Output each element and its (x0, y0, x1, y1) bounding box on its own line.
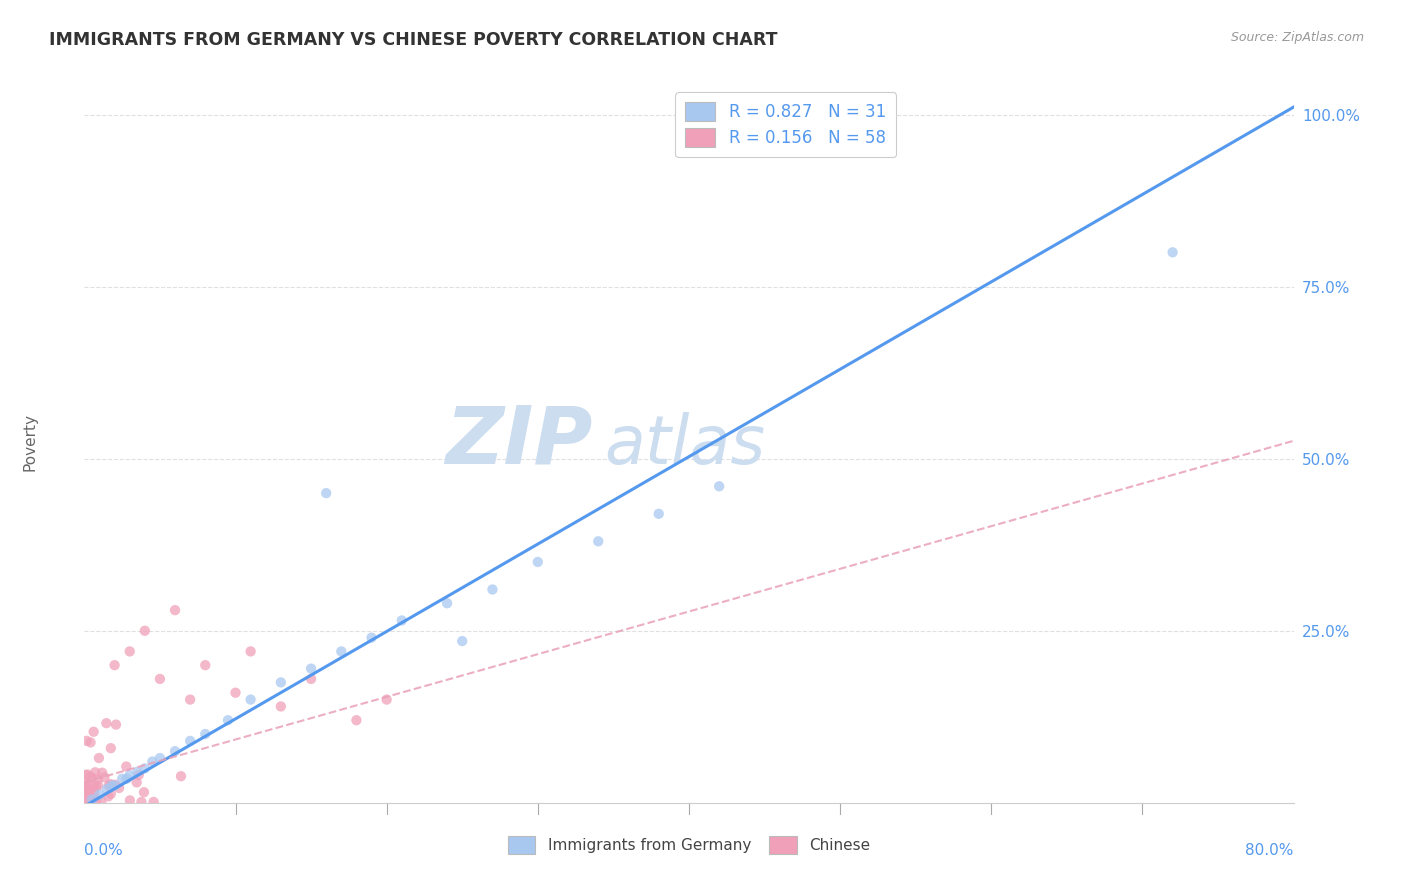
Text: Source: ZipAtlas.com: Source: ZipAtlas.com (1230, 31, 1364, 45)
Point (76, 779, 98, 793)
Text: 0.0%: 0.0% (84, 843, 124, 857)
Point (315, 486, 337, 500)
Point (83, 724, 105, 739)
Point (75, 768, 97, 782)
Point (451, 634, 474, 648)
Point (93, 770, 115, 784)
Point (527, 555, 550, 569)
Point (86, 792, 108, 806)
Text: Poverty: Poverty (22, 412, 38, 471)
Point (375, 692, 398, 706)
Text: IMMIGRANTS FROM GERMANY VS CHINESE POVERTY CORRELATION CHART: IMMIGRANTS FROM GERMANY VS CHINESE POVER… (49, 31, 778, 49)
Point (115, 759, 138, 773)
Text: 80.0%: 80.0% (1246, 843, 1294, 857)
Point (709, 479, 731, 493)
Point (80, 792, 103, 806)
Point (100, 779, 122, 793)
Point (77, 785, 100, 799)
Point (170, 769, 193, 783)
Point (83, 786, 105, 800)
Point (436, 596, 458, 610)
Point (179, 734, 201, 748)
Point (115, 772, 138, 786)
Point (100, 741, 122, 756)
Point (165, 603, 187, 617)
Point (76, 780, 98, 795)
Point (84, 765, 107, 780)
Point (134, 624, 156, 638)
Point (80, 794, 103, 808)
Point (80, 770, 103, 784)
Legend: Immigrants from Germany, Chinese: Immigrants from Germany, Chinese (502, 830, 876, 860)
Point (87, 772, 110, 787)
Point (270, 675, 292, 690)
Point (84, 780, 107, 794)
Point (108, 780, 131, 795)
Point (299, 672, 322, 686)
Text: atlas: atlas (605, 412, 765, 478)
Point (104, 779, 127, 793)
Point (132, 785, 155, 799)
Point (131, 795, 153, 809)
Point (128, 768, 150, 782)
Point (142, 795, 165, 809)
Point (1161, 245, 1184, 260)
Point (118, 768, 141, 782)
Point (270, 699, 292, 714)
Point (118, 644, 141, 658)
Point (75, 794, 97, 808)
Point (79, 735, 101, 749)
Point (346, 713, 368, 727)
Point (149, 751, 172, 765)
Point (239, 644, 262, 658)
Point (87, 779, 110, 793)
Point (179, 692, 201, 706)
Point (194, 727, 217, 741)
Point (80, 771, 103, 785)
Point (360, 631, 382, 645)
Point (165, 744, 187, 758)
Point (75, 776, 97, 790)
Point (391, 614, 413, 628)
Point (89, 788, 111, 802)
Point (97, 789, 120, 804)
Point (299, 662, 322, 676)
Point (104, 658, 127, 673)
Point (97, 779, 120, 793)
Point (79, 783, 101, 797)
Point (648, 507, 671, 521)
Point (91, 765, 114, 780)
Point (76, 734, 98, 748)
Point (217, 713, 239, 727)
Point (125, 775, 148, 789)
Point (141, 755, 163, 769)
Point (100, 777, 122, 791)
Point (76, 786, 98, 800)
Point (111, 772, 134, 786)
Point (100, 787, 122, 801)
Point (118, 793, 141, 807)
Point (127, 764, 149, 779)
Point (134, 761, 156, 775)
Point (83, 780, 105, 794)
Point (481, 582, 503, 597)
Point (104, 717, 127, 731)
Point (330, 644, 353, 658)
Point (239, 692, 262, 706)
Point (588, 534, 610, 549)
Point (104, 778, 127, 792)
Text: ZIP: ZIP (444, 402, 592, 481)
Point (96, 716, 118, 731)
Point (96, 782, 118, 797)
Point (79, 789, 101, 803)
Point (76, 767, 98, 781)
Point (90, 794, 112, 808)
Point (149, 672, 172, 686)
Point (194, 658, 217, 673)
Point (75, 795, 97, 809)
Point (87, 751, 110, 765)
Point (225, 686, 247, 700)
